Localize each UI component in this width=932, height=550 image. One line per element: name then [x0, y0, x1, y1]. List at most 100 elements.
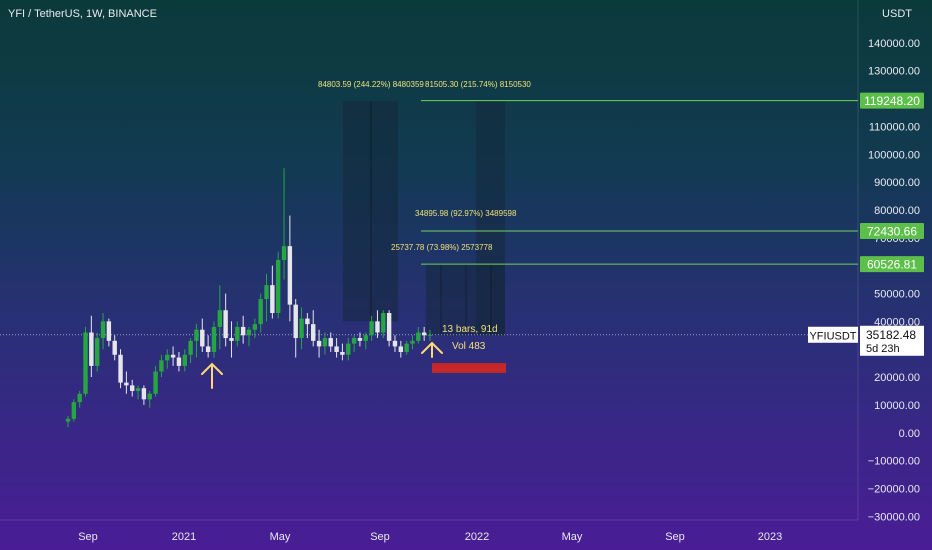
price-level-tag	[860, 92, 924, 109]
candle-body	[235, 326, 240, 341]
candle-body	[316, 340, 322, 347]
candle-body	[381, 312, 386, 333]
candle-body	[176, 357, 182, 366]
price-tag-bg	[860, 325, 924, 356]
candle-body	[130, 385, 135, 391]
candle-body	[170, 354, 176, 358]
candle-body	[322, 338, 328, 347]
candle-body	[258, 299, 263, 325]
candle-body	[275, 260, 281, 313]
price-level-tag	[860, 256, 924, 273]
current-price-label: 35182.48	[866, 328, 916, 342]
vol-label: Vol 483	[452, 341, 486, 352]
candle-body	[205, 346, 211, 352]
candle-body	[299, 318, 304, 339]
candle-body	[369, 321, 374, 336]
x-tick-label: Sep	[370, 531, 390, 543]
candle-body	[77, 393, 82, 403]
candle-body	[404, 343, 409, 352]
y-tick-label: 10000.00	[874, 400, 920, 412]
range-annotation: 25737.78 (73.98%) 2573778	[391, 243, 493, 252]
candle-body	[246, 329, 252, 336]
y-tick-label: 100000.00	[868, 149, 920, 161]
candle-body	[223, 310, 228, 339]
x-tick-label: May	[270, 531, 291, 543]
candle-body	[141, 388, 147, 400]
symbol-tag: YFIUSDT	[809, 330, 856, 342]
candle-body	[375, 321, 380, 333]
x-tick-label: 2022	[465, 531, 489, 543]
candle-body	[357, 338, 363, 341]
currency-label: USDT	[882, 8, 912, 20]
candle-body	[229, 338, 234, 341]
x-tick-label: 2023	[758, 531, 782, 543]
candle-body	[264, 285, 269, 300]
bars-label: 13 bars, 91d	[442, 324, 498, 335]
candle-body	[427, 334, 433, 336]
x-tick-label: 2021	[172, 531, 196, 543]
candle-body	[211, 326, 217, 352]
candle-body	[305, 318, 310, 325]
candle-body	[270, 285, 275, 313]
y-tick-label: 50000.00	[874, 289, 920, 301]
candle-body	[83, 332, 88, 394]
candle-body	[89, 332, 94, 366]
x-tick-label: Sep	[665, 531, 685, 543]
candle-body	[281, 246, 287, 261]
candle-body	[118, 354, 123, 383]
candle-body	[217, 310, 223, 327]
candle-body	[386, 312, 392, 341]
candle-body	[188, 340, 193, 355]
range-annotation: 34895.98 (92.97%) 3489598	[415, 209, 517, 218]
candle-body	[135, 388, 141, 391]
y-tick-label: 0.00	[899, 428, 920, 440]
y-tick-label: 130000.00	[868, 66, 920, 78]
y-tick-label: 110000.00	[869, 121, 920, 133]
arrow-marker	[421, 341, 443, 358]
candle-body	[328, 338, 333, 347]
target-zone	[432, 363, 506, 373]
price-level-tag	[860, 223, 924, 240]
candle-body	[124, 382, 129, 386]
y-tick-label: −10000.00	[868, 456, 920, 468]
candle-body	[252, 324, 258, 330]
candle-body	[100, 321, 106, 339]
range-annotation: 81505.30 (215.74%) 8150530	[425, 80, 531, 89]
candle-body	[153, 371, 158, 394]
candle-body	[421, 332, 427, 336]
y-tick-label: 80000.00	[874, 205, 920, 217]
candle-body	[392, 340, 398, 347]
candle-body	[200, 329, 205, 347]
candle-body	[293, 304, 298, 339]
arrow-marker	[201, 362, 223, 389]
price-level-label: 119248.20	[864, 94, 920, 108]
candle-body	[71, 402, 77, 419]
price-level-label: 60526.81	[867, 258, 917, 272]
x-tick-label: May	[562, 531, 583, 543]
candle-body	[106, 321, 112, 341]
candle-body	[182, 354, 187, 366]
candle-body	[94, 338, 100, 366]
candle-body	[340, 351, 345, 355]
range-box	[343, 101, 398, 322]
range-annotation: 84803.59 (244.22%) 8480359	[318, 80, 424, 89]
y-tick-label: 20000.00	[874, 372, 920, 384]
candle-body	[334, 346, 339, 352]
candle-body	[147, 393, 152, 400]
candle-body	[351, 338, 357, 344]
candle-body	[112, 340, 117, 355]
y-tick-label: 90000.00	[874, 177, 920, 189]
y-tick-label: −30000.00	[868, 511, 920, 523]
candle-body	[240, 326, 246, 336]
range-box	[426, 264, 505, 336]
candle-body	[165, 354, 170, 361]
candle-body	[65, 418, 71, 422]
candle-body	[287, 246, 293, 305]
candle-body	[410, 340, 415, 344]
x-tick-label: Sep	[78, 531, 98, 543]
y-tick-label: 140000.00	[868, 38, 920, 50]
chart-title: YFI / TetherUS, 1W, BINANCE	[8, 8, 157, 20]
price-level-label: 72430.66	[867, 225, 917, 239]
